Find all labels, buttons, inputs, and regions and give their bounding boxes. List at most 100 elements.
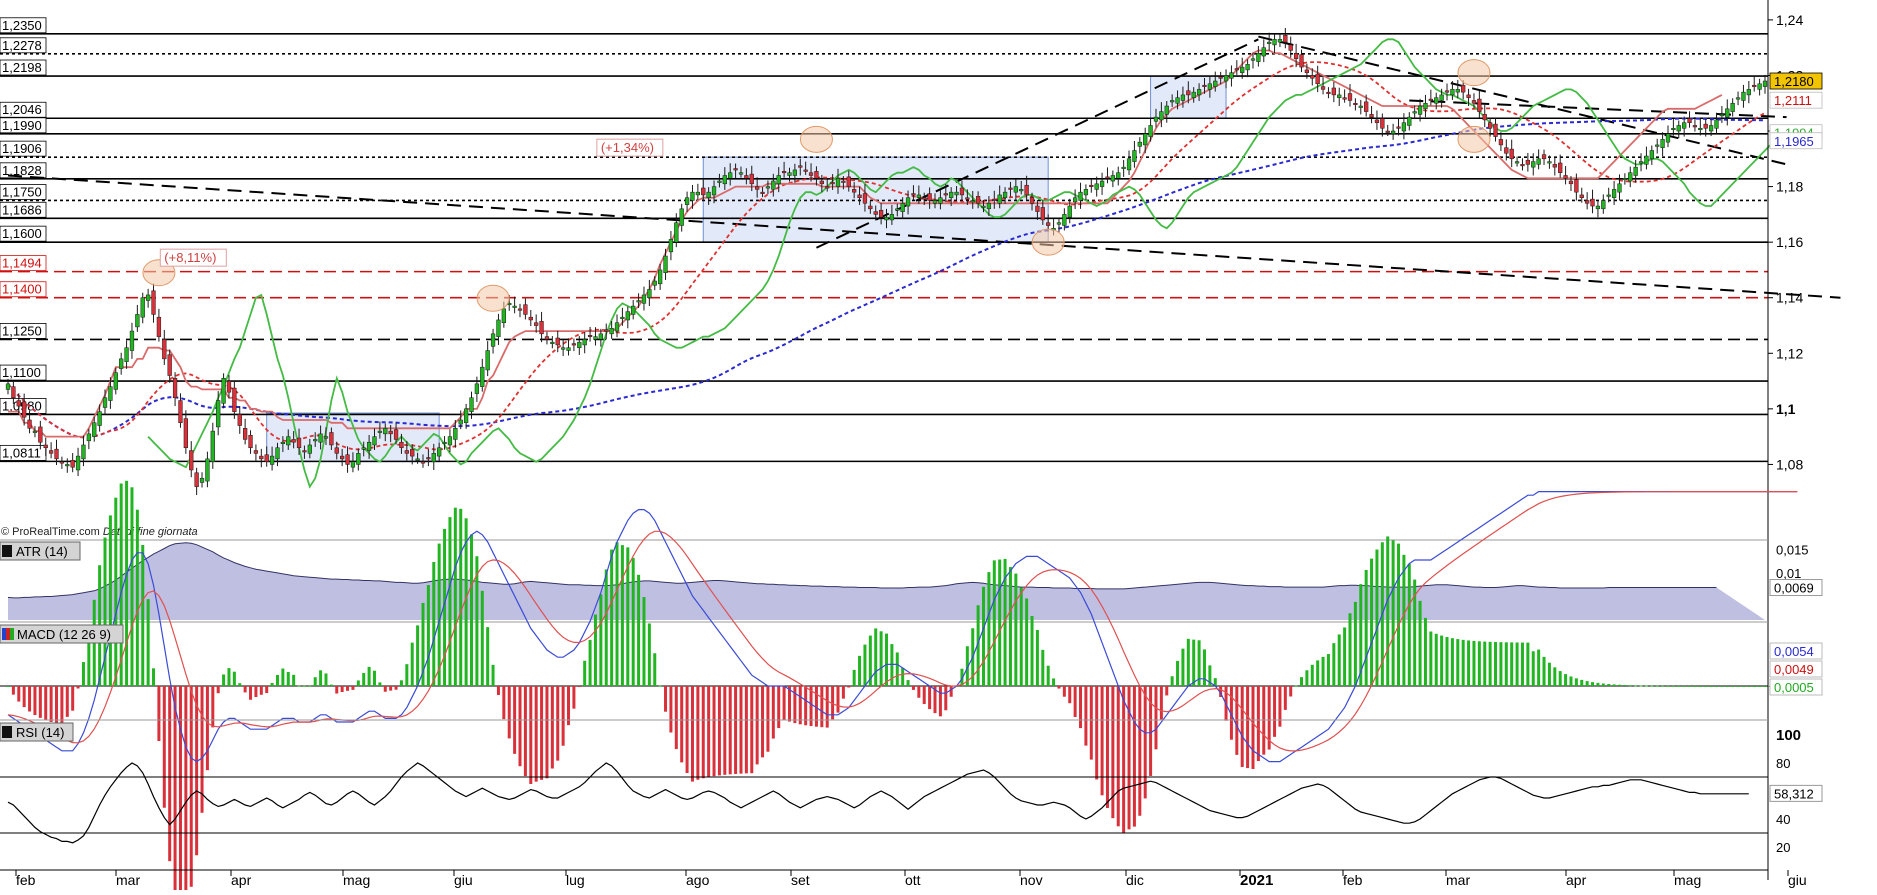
right-badge-1 [1769,91,1823,109]
candle-bear [749,173,754,185]
candle-bull [1606,194,1611,197]
macd-histogram-bar [475,556,479,686]
candle-bull [1746,89,1751,96]
candle-bull [1078,191,1083,201]
candle-bull [1682,122,1687,129]
candle-bear [296,437,302,449]
macd-histogram-bar [1612,684,1616,686]
candle-bear [1331,87,1336,96]
x-tick-label: nov [1020,872,1043,888]
macd-histogram-bar [1025,598,1029,686]
macd-histogram-bar [572,686,576,709]
x-tick-label: set [791,872,810,888]
macd-histogram-bar [459,508,463,686]
macd-histogram-bar [1149,686,1153,776]
macd-histogram-bar [804,686,808,726]
candle-bull [1337,94,1342,98]
candle-bull [1277,39,1283,43]
candle-bull [787,172,792,176]
macd-histogram-bar [615,542,619,686]
macd-histogram-bar [103,537,107,686]
candle-bull [722,175,727,185]
macd-histogram-bar [205,686,209,771]
candle-bull [1714,119,1719,129]
macd-histogram-bar [599,594,603,686]
candle-bull [350,461,356,468]
price-level-box-1 [0,37,47,54]
macd-histogram-bar [1704,685,1708,687]
macd-histogram-bar [766,686,770,752]
x-tick-label: 2021 [1240,872,1273,889]
right-badge-label: 1,2111 [1774,93,1812,108]
candle-bear [172,378,178,399]
candle-bear [1364,101,1369,112]
macd-histogram-bar [6,686,10,687]
candle-bull [490,333,496,347]
price-level-box-10 [0,255,47,272]
trendline-2 [1258,35,1787,166]
candle-bull [625,311,630,321]
macd-value: 0,0005 [1774,680,1814,695]
candle-bull [1536,158,1541,165]
candle-bull [447,436,453,446]
macd-color-swatch-a [2,628,6,640]
candle-bull [1175,97,1180,104]
candle-bull [1665,133,1671,143]
candle-bull [199,478,205,483]
macd-histogram-bar [1213,678,1217,686]
candle-bear [1202,84,1207,87]
candle-bear [22,401,27,418]
candle-bull [1547,161,1552,164]
x-tick-label: ott [905,872,921,888]
candle-bull [1213,80,1218,87]
macd-histogram-bar [329,684,333,686]
candle-bull [1757,83,1762,90]
candle-bull [1417,105,1423,115]
macd-histogram-bar [1052,678,1056,686]
candle-bear [819,180,824,185]
macd-histogram-bar [448,517,452,686]
macd-histogram-bar [534,686,538,782]
annotation-label: (+8,11%) [164,250,216,265]
candle-bear [1024,184,1029,196]
kijun-line [8,49,1723,438]
candle-bull [1719,114,1725,117]
candle-bear [760,191,765,194]
candle-bear [1105,176,1110,179]
candle-bear [194,472,199,487]
macd-histogram-bar [410,642,414,686]
macd-histogram-bar [249,686,253,700]
candle-bear [291,439,296,443]
candle-bull [65,464,70,467]
macd-histogram-bar [1450,638,1454,686]
macd-histogram-bar [87,632,91,686]
atr-label-box [0,541,81,561]
macd-histogram-bar [712,686,716,777]
macd-histogram-bar [906,680,910,686]
macd-histogram-bar [232,671,236,686]
candle-bear [248,435,253,449]
macd-histogram-bar [1423,617,1427,686]
macd-histogram-bar [674,686,678,750]
candle-bull [463,408,469,424]
macd-color-swatch-b [6,628,10,640]
macd-histogram-bar [394,686,398,690]
candle-bear [1574,179,1579,193]
candle-bear [162,339,167,360]
price-level-label: 1,1100 [2,365,41,380]
candle-bull [1240,66,1245,73]
x-tick-label: mag [1674,872,1701,888]
candle-bull [577,341,582,348]
atr-tick-label: 0,015 [1776,542,1809,557]
candle-bull [905,197,911,207]
chikou-line [147,38,1782,489]
macd-histogram-bar [313,677,317,686]
macd-histogram-bar [1553,667,1557,686]
annotation-box-0 [159,248,227,267]
macd-histogram-bar [895,652,899,686]
price-level-label: 1,1828 [2,163,42,178]
candle-bull [1450,89,1455,96]
macd-histogram-bar [38,686,42,718]
rsi-label: RSI (14) [16,725,64,740]
